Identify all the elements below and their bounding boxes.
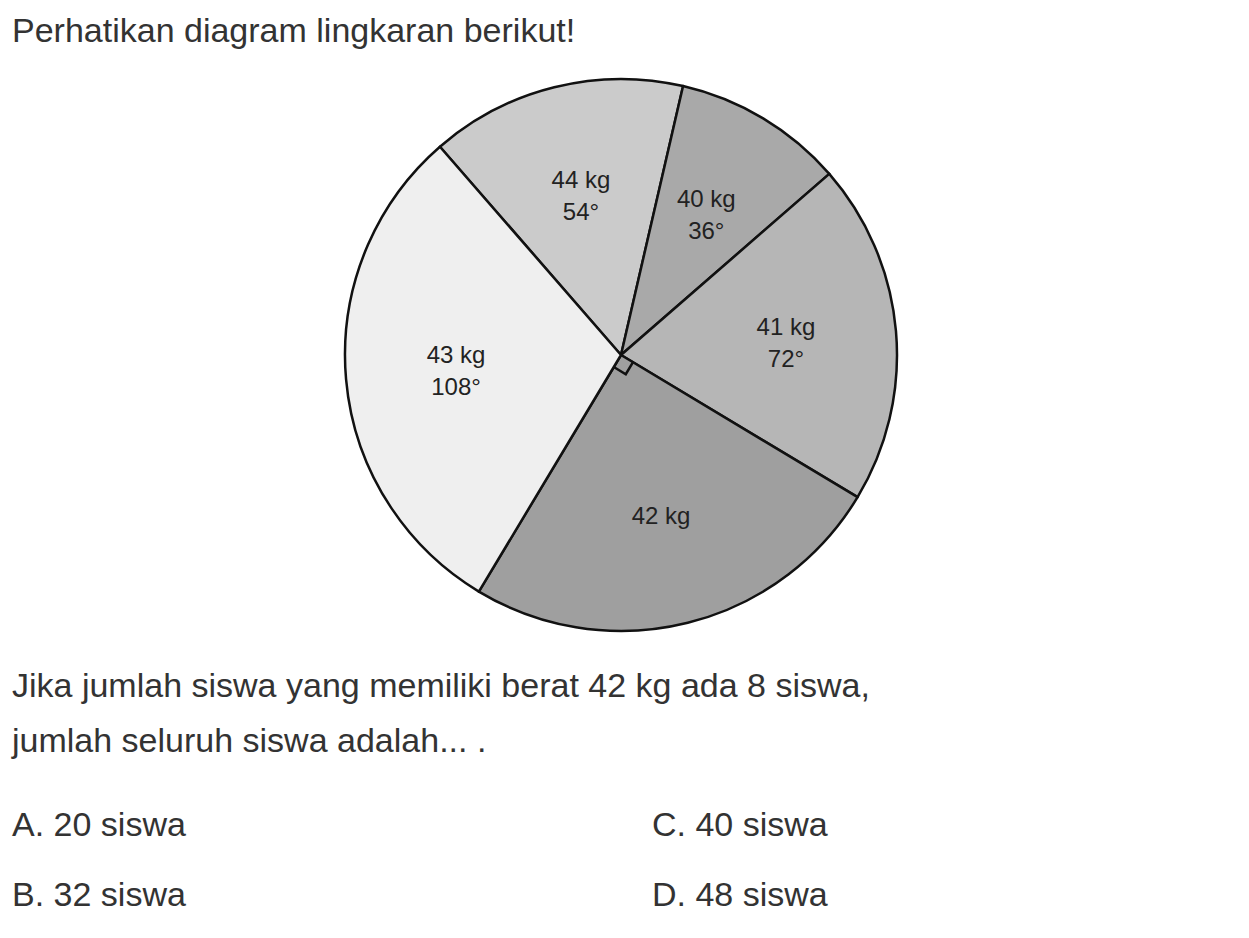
pie-slice [345, 147, 621, 592]
slice-value-label: 54° [563, 198, 599, 225]
answer-option: A. 20 siswa [12, 805, 186, 843]
page: Perhatikan diagram lingkaran berikut! 44 … [0, 0, 1249, 938]
question-text: Jika jumlah siswa yang memiliki berat 42… [12, 666, 870, 704]
answer-option: B. 32 siswa [12, 875, 186, 913]
slice-value-label: 36° [688, 217, 724, 244]
answer-option: C. 40 siswa [652, 805, 828, 843]
pie-labels: 44 kg 54° 40 kg 36° 41 kg 72° 42 kg 43 kg 108° [427, 166, 816, 528]
slice-label: 40 kg [677, 185, 736, 212]
slice-label: 41 kg [757, 313, 816, 340]
slice-value-label: 72° [768, 345, 804, 372]
slice-label: 42 kg [632, 502, 691, 529]
answer-option: D. 48 siswa [652, 875, 828, 913]
question-text: jumlah seluruh siswa adalah... . [11, 721, 486, 759]
heading: Perhatikan diagram lingkaran berikut! [12, 11, 575, 49]
slice-label: 44 kg [552, 166, 611, 193]
slice-label: 43 kg [427, 341, 486, 368]
pie [345, 79, 897, 631]
slice-value-label: 108° [431, 373, 481, 400]
